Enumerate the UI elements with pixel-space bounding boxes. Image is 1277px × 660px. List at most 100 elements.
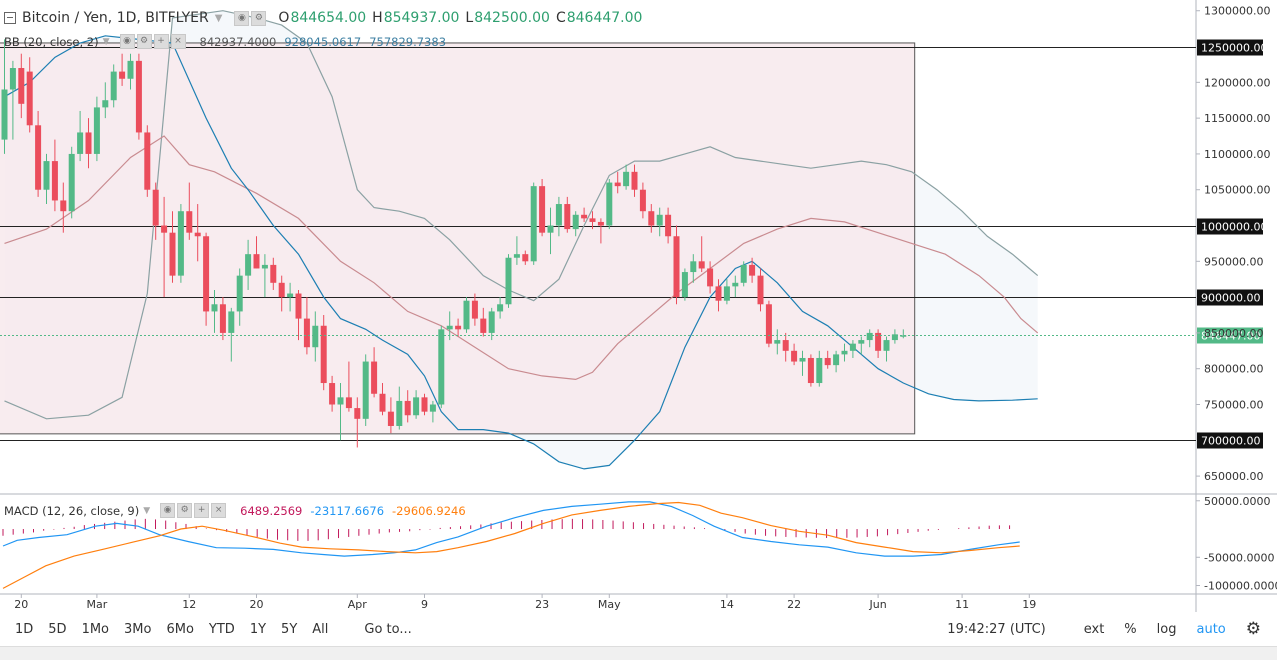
candle-body bbox=[404, 400, 411, 416]
macd-hist-value: 6489.2569 bbox=[240, 503, 303, 518]
candle-body bbox=[623, 171, 630, 187]
time-tick-label: 9 bbox=[421, 598, 428, 611]
candle-body bbox=[791, 350, 798, 362]
level-tag bbox=[1197, 39, 1263, 56]
candle-body bbox=[438, 329, 445, 405]
level-tag-label: 900000.00 bbox=[1201, 292, 1261, 305]
candle-body bbox=[816, 357, 823, 384]
eye-icon[interactable]: ◉ bbox=[160, 503, 176, 518]
candle-body bbox=[345, 397, 352, 409]
macd-legend: MACD (12, 26, close, 9) ▼ ◉ ⚙ + × 6489.2… bbox=[4, 503, 466, 518]
settings-icon[interactable]: ⚙ bbox=[177, 503, 193, 518]
candle-body bbox=[362, 361, 369, 419]
candle-body bbox=[161, 225, 168, 233]
timeframe-3mo[interactable]: 3Mo bbox=[124, 621, 152, 637]
time-tick-label: 22 bbox=[787, 598, 801, 611]
candle-body bbox=[740, 264, 747, 283]
goto-button[interactable]: Go to... bbox=[364, 621, 412, 637]
chevron-down-icon[interactable]: ▼ bbox=[102, 36, 110, 47]
bb-lower-value: 757829.7383 bbox=[369, 34, 447, 49]
time-tick-label: Apr bbox=[348, 598, 368, 611]
candle-body bbox=[589, 218, 596, 222]
price-tick-label: 1150000.00 bbox=[1204, 112, 1270, 125]
candle-body bbox=[337, 397, 344, 405]
settings-icon[interactable]: ⚙ bbox=[251, 10, 267, 26]
candle-body bbox=[673, 236, 680, 298]
candle-body bbox=[396, 400, 403, 426]
candle-body bbox=[782, 340, 789, 351]
toolbar-right: 19:42:27 (UTC) ext % log auto ⚙ bbox=[947, 612, 1277, 646]
timeframe-5d[interactable]: 5D bbox=[48, 621, 67, 637]
level-tag bbox=[1197, 432, 1263, 449]
time-tick-label: 12 bbox=[182, 598, 196, 611]
candle-body bbox=[236, 275, 243, 312]
candle-body bbox=[690, 261, 697, 273]
candle-body bbox=[488, 311, 495, 333]
candle-body bbox=[698, 261, 705, 269]
log-toggle[interactable]: log bbox=[1156, 621, 1177, 637]
candle-body bbox=[194, 232, 201, 237]
price-tick-label: 650000.00 bbox=[1204, 470, 1264, 483]
time-tick-label: 14 bbox=[720, 598, 734, 611]
candle-body bbox=[203, 236, 210, 312]
candle-body bbox=[102, 100, 109, 108]
time-tick-label: 20 bbox=[14, 598, 28, 611]
candle-body bbox=[387, 411, 394, 426]
gear-icon[interactable]: ⚙ bbox=[1245, 619, 1261, 639]
level-tag bbox=[1197, 218, 1263, 235]
candle-body bbox=[681, 272, 688, 298]
percent-toggle[interactable]: % bbox=[1124, 621, 1137, 637]
candle-body bbox=[270, 264, 277, 283]
candle-body bbox=[875, 332, 882, 351]
timeframe-1mo[interactable]: 1Mo bbox=[81, 621, 110, 637]
candle-body bbox=[429, 404, 436, 412]
candle-body bbox=[303, 318, 310, 348]
timeframe-5y[interactable]: 5Y bbox=[281, 621, 298, 637]
candle-body bbox=[513, 254, 520, 258]
add-icon[interactable]: + bbox=[194, 503, 210, 518]
candle-body bbox=[849, 343, 856, 351]
eye-icon[interactable]: ◉ bbox=[234, 10, 250, 26]
timeframe-6mo[interactable]: 6Mo bbox=[166, 621, 194, 637]
clock-time: 19:42:27 (UTC) bbox=[947, 621, 1046, 637]
eye-icon[interactable]: ◉ bbox=[119, 34, 135, 49]
collapse-legend-icon[interactable] bbox=[4, 12, 16, 24]
bb-upper-value: 928045.0617 bbox=[284, 34, 362, 49]
symbol-title: Bitcoin / Yen, 1D, BITFLYER bbox=[22, 10, 209, 26]
auto-toggle[interactable]: auto bbox=[1196, 621, 1226, 637]
timeframe-all[interactable]: All bbox=[312, 621, 329, 637]
macd-signal-value: -29606.9246 bbox=[392, 503, 466, 518]
candle-body bbox=[522, 254, 529, 262]
candle-body bbox=[841, 350, 848, 355]
candle-body bbox=[26, 71, 33, 126]
candle-body bbox=[757, 275, 764, 305]
candle-body bbox=[463, 300, 470, 330]
close-icon[interactable]: × bbox=[170, 34, 186, 49]
timeframe-1y[interactable]: 1Y bbox=[249, 621, 267, 637]
candle-body bbox=[707, 268, 714, 287]
chart-canvas[interactable]: 1250000.00 1000000.00 900000.00 700000.00 84… bbox=[0, 0, 1277, 612]
level-tag-label: 1000000.00 bbox=[1201, 221, 1267, 234]
timeframe-ytd[interactable]: YTD bbox=[208, 621, 235, 637]
close-icon[interactable]: × bbox=[211, 503, 227, 518]
candle-body bbox=[471, 300, 478, 319]
candle-body bbox=[295, 293, 302, 319]
level-tag bbox=[1197, 289, 1263, 306]
price-tick-label: 1300000.00 bbox=[1204, 5, 1270, 18]
macd-label: MACD (12, 26, close, 9) bbox=[4, 503, 140, 518]
candle-body bbox=[35, 125, 42, 190]
candle-body bbox=[77, 132, 84, 154]
ext-toggle[interactable]: ext bbox=[1083, 621, 1105, 637]
macd-tick-label: -100000.0000 bbox=[1204, 580, 1277, 593]
bb-upper-line bbox=[4, 10, 1039, 420]
timeframe-1d[interactable]: 1D bbox=[15, 621, 34, 637]
candle-body bbox=[278, 282, 285, 298]
add-icon[interactable]: + bbox=[153, 34, 169, 49]
chevron-down-icon[interactable]: ▼ bbox=[143, 505, 151, 516]
candle-body bbox=[144, 132, 151, 190]
chevron-down-icon[interactable]: ▼ bbox=[214, 12, 223, 24]
last-price-label: 846447.00 bbox=[1201, 330, 1261, 343]
candle-body bbox=[228, 311, 235, 333]
settings-icon[interactable]: ⚙ bbox=[136, 34, 152, 49]
